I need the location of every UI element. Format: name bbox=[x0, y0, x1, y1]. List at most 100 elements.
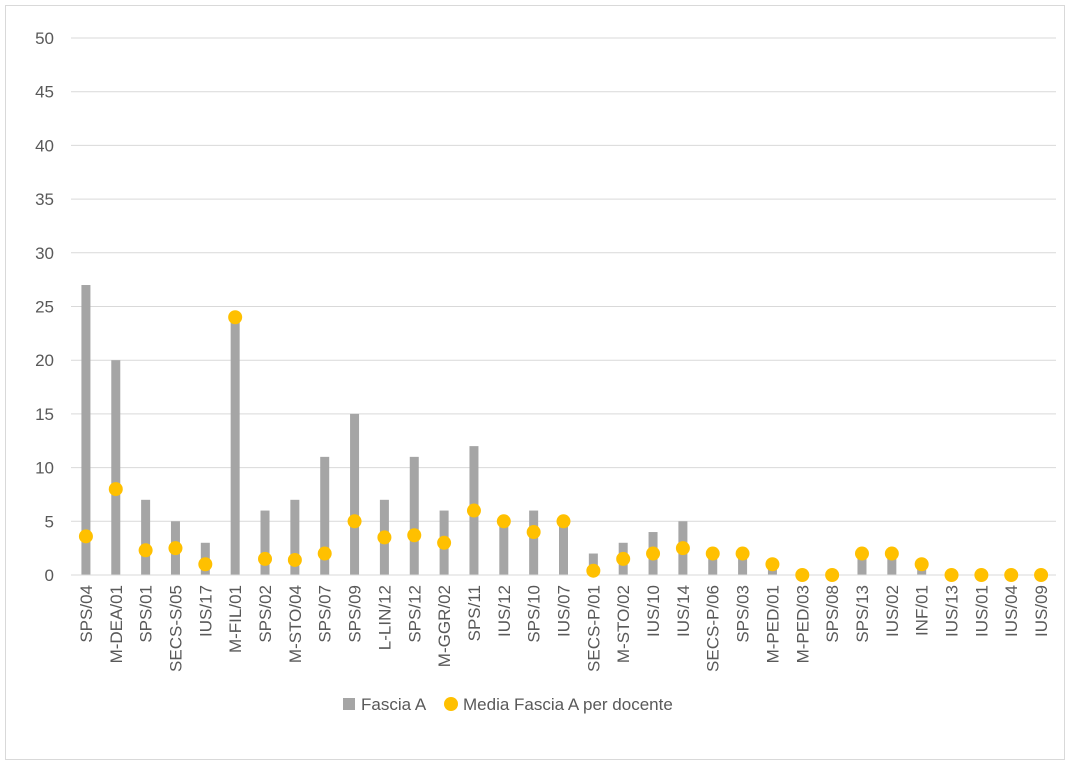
y-tick-label: 10 bbox=[35, 459, 54, 478]
x-tick-label: L-LIN/12 bbox=[375, 585, 394, 650]
x-tick-label: SPS/09 bbox=[346, 585, 365, 643]
x-tick-label: IUS/10 bbox=[644, 585, 663, 637]
bar bbox=[559, 521, 568, 575]
gridlines bbox=[71, 37, 1056, 522]
data-point bbox=[586, 563, 601, 578]
x-tick-label: M-PED/01 bbox=[763, 585, 782, 663]
data-point bbox=[526, 525, 541, 540]
x-tick-label: IUS/17 bbox=[196, 585, 215, 637]
x-tick-label: SPS/10 bbox=[525, 585, 544, 643]
data-point bbox=[496, 514, 511, 529]
data-point bbox=[884, 546, 899, 561]
x-tick-label: SPS/11 bbox=[465, 585, 484, 641]
legend-swatch-point bbox=[444, 697, 458, 711]
data-point bbox=[78, 529, 93, 544]
data-point bbox=[944, 568, 959, 582]
bar bbox=[290, 499, 300, 575]
bar bbox=[230, 317, 240, 575]
data-point bbox=[407, 528, 422, 543]
y-tick-label: 25 bbox=[35, 298, 54, 317]
chart-frame: 0 5 10 15 20 25 30 35 40 45 50 SPS/04 M-DEA/01 SPS/0… bbox=[5, 5, 1065, 760]
bar bbox=[111, 360, 121, 575]
data-point bbox=[854, 546, 869, 561]
x-tick-label: M-PED/03 bbox=[793, 585, 812, 663]
bar bbox=[708, 553, 718, 575]
bar bbox=[260, 510, 270, 575]
data-point bbox=[108, 482, 123, 497]
x-tick-label: SPS/03 bbox=[734, 585, 753, 643]
legend-swatch-bar bbox=[343, 698, 355, 710]
x-tick-label: SECS-S/05 bbox=[166, 585, 185, 672]
y-tick-label: 45 bbox=[35, 83, 54, 102]
x-tick-label: SPS/08 bbox=[823, 585, 842, 643]
x-tick-label: SPS/02 bbox=[256, 585, 275, 643]
y-tick-label: 0 bbox=[45, 566, 54, 585]
data-point bbox=[1034, 568, 1049, 582]
bar bbox=[738, 553, 748, 575]
y-axis-tick-labels: 0 5 10 15 20 25 30 35 40 45 50 bbox=[35, 29, 54, 585]
x-tick-label: SECS-P/06 bbox=[704, 585, 723, 672]
y-tick-label: 5 bbox=[45, 512, 54, 531]
bar bbox=[409, 456, 419, 575]
x-tick-label: M-GGR/02 bbox=[435, 585, 454, 667]
x-tick-label: SECS-P/01 bbox=[584, 585, 603, 672]
legend: Fascia A Media Fascia A per docente bbox=[343, 695, 673, 714]
y-tick-label: 15 bbox=[35, 405, 54, 424]
x-tick-label: SPS/04 bbox=[77, 585, 96, 643]
data-point bbox=[138, 543, 153, 558]
data-point bbox=[347, 514, 362, 529]
bar bbox=[320, 456, 330, 575]
x-tick-label: INF/01 bbox=[913, 585, 932, 636]
x-tick-label: SPS/12 bbox=[405, 585, 424, 643]
x-tick-label: IUS/04 bbox=[1002, 585, 1021, 637]
x-tick-label: IUS/13 bbox=[943, 585, 962, 637]
x-tick-label: IUS/14 bbox=[674, 585, 693, 637]
point-series bbox=[78, 310, 1049, 582]
data-point bbox=[735, 546, 750, 561]
data-point bbox=[377, 530, 392, 545]
data-point bbox=[974, 568, 989, 582]
data-point bbox=[168, 541, 183, 556]
legend-label-bar: Fascia A bbox=[361, 695, 427, 714]
data-point bbox=[1004, 568, 1019, 582]
x-tick-label: IUS/07 bbox=[555, 585, 574, 637]
y-tick-label: 50 bbox=[35, 29, 54, 48]
data-point bbox=[258, 551, 273, 566]
x-tick-label: IUS/01 bbox=[972, 585, 991, 637]
bar bbox=[887, 553, 897, 575]
data-point bbox=[317, 546, 332, 561]
data-point bbox=[675, 541, 690, 556]
legend-label-point: Media Fascia A per docente bbox=[463, 695, 673, 714]
data-point bbox=[705, 546, 720, 561]
bar bbox=[499, 521, 509, 575]
data-point bbox=[287, 552, 302, 567]
y-tick-label: 35 bbox=[35, 190, 54, 209]
data-point bbox=[228, 310, 243, 325]
data-point bbox=[795, 568, 810, 582]
x-tick-label: IUS/12 bbox=[495, 585, 514, 637]
x-tick-label: M-FIL/01 bbox=[226, 585, 245, 653]
bar-series bbox=[81, 285, 927, 575]
x-tick-label: SPS/07 bbox=[316, 585, 335, 643]
bar bbox=[529, 510, 539, 575]
bar bbox=[141, 499, 151, 575]
data-point bbox=[765, 557, 780, 572]
data-point bbox=[466, 503, 481, 518]
bar bbox=[350, 413, 360, 575]
x-tick-label: SPS/01 bbox=[137, 585, 156, 643]
y-tick-label: 40 bbox=[35, 136, 54, 155]
data-point bbox=[437, 535, 452, 550]
data-point bbox=[556, 514, 571, 529]
bar bbox=[81, 285, 91, 575]
x-tick-label: M-DEA/01 bbox=[107, 585, 126, 663]
data-point bbox=[616, 551, 631, 566]
bar bbox=[857, 553, 867, 575]
data-point bbox=[825, 568, 840, 582]
data-point bbox=[646, 546, 661, 561]
x-tick-label: M-STO/04 bbox=[286, 585, 305, 663]
y-tick-label: 30 bbox=[35, 244, 54, 263]
x-tick-label: SPS/13 bbox=[853, 585, 872, 643]
x-tick-label: M-STO/02 bbox=[614, 585, 633, 663]
x-tick-label: IUS/09 bbox=[1032, 585, 1051, 637]
